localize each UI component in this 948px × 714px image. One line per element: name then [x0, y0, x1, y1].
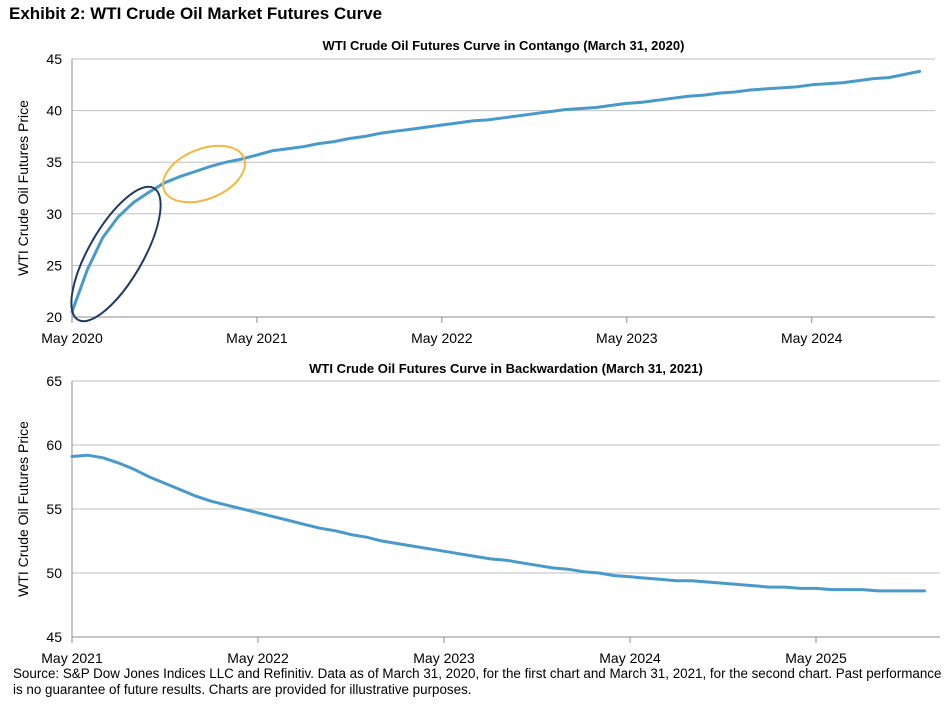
- x-tick-label: May 2024: [599, 650, 661, 666]
- y-axis-title: WTI Crude Oil Futures Price: [15, 421, 31, 597]
- chart-title: WTI Crude Oil Futures Curve in Backwarda…: [309, 361, 703, 376]
- y-tick-label: 60: [46, 437, 62, 453]
- y-tick-label: 45: [46, 51, 62, 67]
- x-tick-label: May 2020: [41, 330, 103, 346]
- series-line: [70, 69, 922, 314]
- y-tick-label: 35: [46, 154, 62, 170]
- y-axis-title: WTI Crude Oil Futures Price: [15, 100, 31, 276]
- chart-title: WTI Crude Oil Futures Curve in Contango …: [323, 38, 685, 53]
- x-tick-label: May 2022: [411, 330, 473, 346]
- source-footnote: Source: S&P Dow Jones Indices LLC and Re…: [13, 666, 942, 697]
- y-tick-label: 50: [46, 565, 62, 581]
- exhibit-title: Exhibit 2: WTI Crude Oil Market Futures …: [9, 4, 383, 23]
- x-tick-label: May 2023: [596, 330, 658, 346]
- x-tick-label: May 2025: [785, 650, 847, 666]
- x-tick-label: May 2024: [781, 330, 843, 346]
- y-tick-label: 55: [46, 501, 62, 517]
- contango-chart: WTI Crude Oil Futures Curve in Contango …: [15, 38, 935, 346]
- series-line: [70, 453, 926, 593]
- y-tick-label: 65: [46, 373, 62, 389]
- y-tick-label: 20: [46, 309, 62, 325]
- x-tick-label: May 2021: [41, 650, 103, 666]
- x-tick-label: May 2023: [413, 650, 475, 666]
- backwardation-chart: WTI Crude Oil Futures Curve in Backwarda…: [15, 361, 940, 666]
- y-tick-label: 25: [46, 257, 62, 273]
- x-tick-label: May 2021: [226, 330, 288, 346]
- x-tick-label: May 2022: [227, 650, 289, 666]
- y-tick-label: 30: [46, 206, 62, 222]
- y-tick-label: 45: [46, 629, 62, 645]
- highlight-ellipse: [70, 185, 162, 323]
- y-tick-label: 40: [46, 103, 62, 119]
- highlight-ellipse: [162, 144, 246, 204]
